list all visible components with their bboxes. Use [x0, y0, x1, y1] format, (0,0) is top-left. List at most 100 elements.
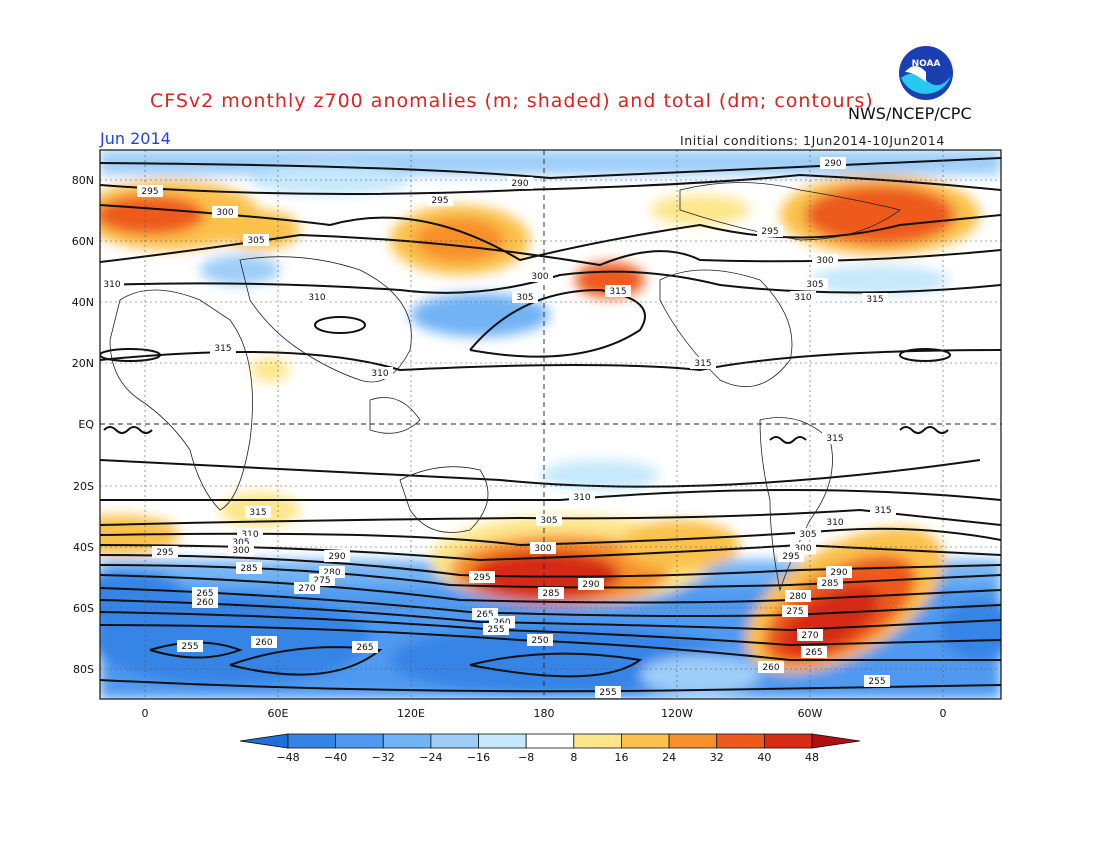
agency-label: NWS/NCEP/CPC	[848, 104, 972, 123]
colorbar-segment	[335, 733, 384, 749]
lon-label: 120W	[661, 707, 693, 720]
contour-label: 315	[826, 434, 843, 444]
contour-label: 315	[866, 295, 883, 305]
lat-label: 80N	[72, 174, 94, 187]
lon-label: 60W	[798, 707, 823, 720]
contour-label: 295	[761, 227, 778, 237]
contour-label: 295	[156, 548, 173, 558]
contour-label: 255	[599, 688, 616, 698]
contour-label: 290	[830, 568, 847, 578]
colorbar-segment	[763, 733, 813, 749]
colorbar-right-arrow	[811, 733, 861, 749]
colorbar-tick-label: −40	[324, 751, 347, 764]
lat-label: 80S	[73, 663, 94, 676]
lat-label: 20N	[72, 357, 94, 370]
latitude-axis: 80N 60N 40N 20N EQ 20S 40S 60S 80S	[72, 174, 95, 676]
contour-label: 255	[487, 625, 504, 635]
colorbar-segment	[573, 733, 622, 749]
colorbar-segment	[287, 733, 337, 749]
initial-conditions-label: Initial conditions: 1Jun2014-10Jun2014	[680, 133, 945, 148]
colorbar-tick-label: −48	[276, 751, 299, 764]
colorbar-tick-label: 48	[805, 751, 819, 764]
contour-label: 310	[371, 369, 388, 379]
contour-label: 285	[821, 579, 838, 589]
lon-label: 180	[534, 707, 555, 720]
lat-label: 40S	[73, 541, 94, 554]
contour-label: 265	[356, 643, 373, 653]
colorbar-segment	[621, 733, 670, 749]
contour-label: 305	[516, 293, 533, 303]
contour-label: 295	[473, 573, 490, 583]
contour-label: 305	[806, 280, 823, 290]
contour-label: 280	[323, 568, 340, 578]
contour-label: 290	[328, 552, 345, 562]
contour-label: 305	[247, 236, 264, 246]
colorbar-tick-label: 16	[614, 751, 628, 764]
noaa-logo-text: NOAA	[912, 59, 941, 69]
contour-label: 265	[805, 648, 822, 658]
contour-label: 285	[240, 564, 257, 574]
noaa-logo-icon: NOAA	[896, 43, 956, 103]
colorbar-tick-label: 40	[757, 751, 771, 764]
contour-label: 315	[609, 287, 626, 297]
contour-label: 255	[181, 642, 198, 652]
colorbar-tick-label: −8	[518, 751, 534, 764]
contour-label: 290	[824, 159, 841, 169]
contour-label: 260	[255, 638, 272, 648]
colorbar-segment	[478, 733, 527, 749]
lat-label: EQ	[78, 418, 94, 431]
contour-label: 305	[799, 530, 816, 540]
contour-label: 310	[794, 293, 811, 303]
contour-label: 300	[794, 544, 811, 554]
contour-label: 255	[868, 677, 885, 687]
contour-label: 275	[313, 576, 330, 586]
lat-lon-grid	[100, 150, 1001, 699]
colorbar-tick-label: 32	[710, 751, 724, 764]
colorbar-tick-label: −24	[419, 751, 442, 764]
coastlines	[109, 182, 901, 592]
contour-label: 300	[534, 544, 551, 554]
contour-label: 310	[826, 518, 843, 528]
contour-label: 270	[298, 584, 315, 594]
contour-label: 300	[232, 546, 249, 556]
longitude-axis: 0 60E 120E 180 120W 60W 0	[142, 707, 947, 720]
valid-month-label: Jun 2014	[100, 129, 171, 148]
lon-label: 0	[142, 707, 149, 720]
colorbar-tick-label: 24	[662, 751, 676, 764]
contour-label: 315	[694, 359, 711, 369]
contour-label: 310	[241, 530, 258, 540]
contour-label: 270	[801, 631, 818, 641]
equator-dateline	[100, 150, 1001, 699]
colorbar-segment	[716, 733, 765, 749]
contour-label: 250	[531, 636, 548, 646]
contour-label: 305	[232, 538, 249, 548]
colorbar: −48 −40 −32 −24 −16 −8 8 16 24 32 40 48	[239, 733, 861, 764]
contour-label-group: 290 290 295 295 295 300 300 300 305 305 …	[100, 157, 896, 698]
contour-label: 305	[540, 516, 557, 526]
lat-label: 60N	[72, 235, 94, 248]
contour-label: 295	[782, 552, 799, 562]
lon-label: 120E	[397, 707, 425, 720]
colorbar-segment	[668, 733, 718, 749]
contour-label: 310	[573, 493, 590, 503]
colorbar-tick-label: 8	[570, 751, 577, 764]
contour-label: 310	[308, 293, 325, 303]
map-title: CFSv2 monthly z700 anomalies (m; shaded)…	[150, 90, 874, 112]
lat-label: 20S	[73, 480, 94, 493]
colorbar-tick-label: −32	[372, 751, 395, 764]
colorbar-segment	[382, 733, 432, 749]
map-frame	[99, 149, 1002, 700]
contour-label: 310	[103, 280, 120, 290]
contour-label: 295	[431, 196, 448, 206]
lat-label: 40N	[72, 296, 94, 309]
contour-label: 280	[789, 592, 806, 602]
contour-label: 265	[196, 589, 213, 599]
colorbar-segment	[525, 733, 575, 749]
contour-label: 315	[249, 508, 266, 518]
contour-label: 300	[531, 272, 548, 282]
contour-label: 265	[476, 610, 493, 620]
contour-label: 290	[582, 580, 599, 590]
colorbar-left-arrow	[239, 733, 289, 749]
contour-label: 315	[214, 344, 231, 354]
